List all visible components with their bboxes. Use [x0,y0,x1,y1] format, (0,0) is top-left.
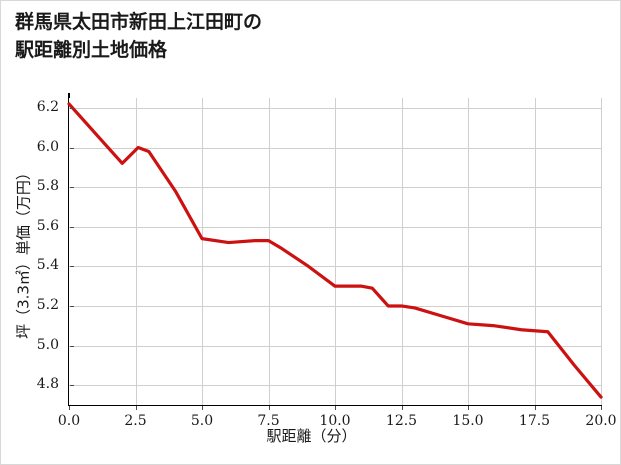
x-tick-label: 20.0 [585,413,617,429]
y-tick-label: 5.0 [36,336,59,353]
gridline-vertical [268,98,270,405]
y-tick-label: 5.8 [36,178,59,195]
y-tick-mark [70,345,74,347]
x-tick-mark [69,406,70,410]
y-tick-label: 6.2 [36,98,59,115]
y-tick-mark [70,147,74,149]
plot-area [67,98,603,405]
x-tick-mark [468,406,469,410]
y-tick-label: 6.0 [36,138,59,155]
x-tick-label: 15.0 [452,413,484,429]
gridline-vertical [601,98,602,405]
y-tick-mark [70,187,74,189]
price-line-series [67,102,603,399]
x-tick-label: 10.0 [319,413,351,429]
y-tick-label: 5.2 [36,296,59,313]
y-tick-mark [70,266,74,268]
gridline-vertical [335,98,336,405]
y-tick-label: 4.8 [36,376,59,393]
y-tick-label: 5.6 [36,217,59,234]
y-axis-label: 坪（3.3㎡）単価（万円） [14,164,33,339]
gridline-vertical [135,98,137,405]
gridline-vertical [202,98,203,405]
x-tick-mark [401,406,403,410]
gridline-vertical [401,98,403,405]
x-tick-mark [601,406,602,410]
x-tick-mark [335,406,336,410]
gridline-vertical [534,98,536,405]
page-title: 群馬県太田市新田上江田町の 駅距離別土地価格 [15,11,263,61]
x-tick-mark [135,406,137,410]
y-tick-label: 5.4 [36,257,59,274]
x-tick-label: 7.5 [257,413,280,429]
gridline-vertical [468,98,469,405]
x-axis-label: 駅距離（分） [266,427,357,445]
x-axis-spine [68,404,602,406]
x-tick-mark [534,406,536,410]
data-line-layer [67,102,603,399]
y-tick-mark [70,385,74,387]
x-tick-label: 17.5 [518,413,551,429]
x-tick-mark [268,406,270,410]
y-axis-label-wrap: 坪（3.3㎡）単価（万円） [9,98,37,405]
y-tick-mark [70,226,74,228]
x-tick-label: 5.0 [190,413,214,429]
x-tick-label: 12.5 [385,413,418,429]
y-tick-mark [70,107,74,109]
x-tick-label: 0.0 [57,413,81,429]
y-tick-mark [70,305,74,307]
x-tick-label: 2.5 [124,413,147,429]
x-tick-mark [202,406,203,410]
